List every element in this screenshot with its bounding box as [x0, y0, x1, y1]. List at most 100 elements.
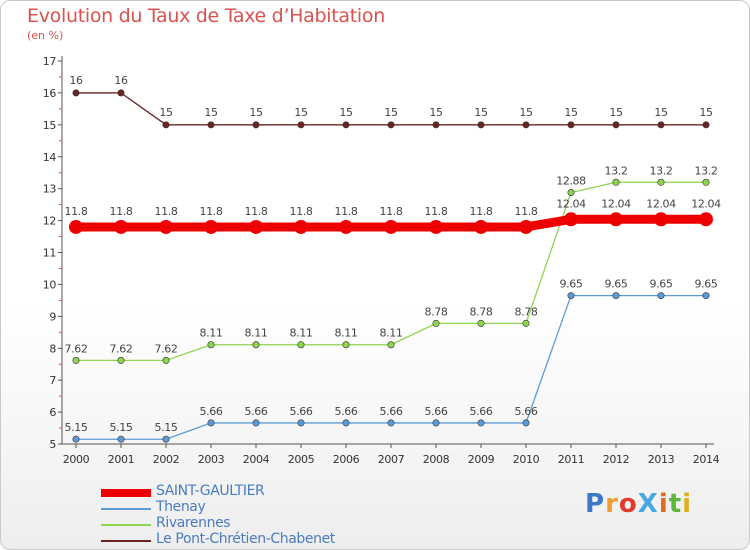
x-tick-label: 2001	[108, 453, 134, 466]
data-label: 5.15	[110, 421, 133, 434]
data-point	[429, 219, 443, 234]
data-label: 5.15	[155, 421, 178, 434]
data-point	[117, 356, 125, 364]
data-point	[117, 89, 125, 97]
data-label: 15	[294, 106, 308, 119]
proxiti-logo: ProXiti	[585, 489, 692, 519]
logo-letter: i	[658, 489, 669, 519]
y-tick-label: 12	[43, 215, 56, 228]
x-tick-label: 2003	[198, 453, 225, 466]
data-point	[567, 121, 575, 129]
data-label: 5.66	[515, 405, 538, 418]
logo-letter: i	[682, 489, 693, 519]
legend-swatch	[101, 508, 151, 510]
data-point	[432, 319, 440, 327]
data-point	[249, 219, 263, 234]
legend-label: SAINT-GAULTIER	[156, 483, 265, 499]
data-point	[699, 212, 713, 227]
data-point	[297, 341, 305, 349]
data-point	[522, 319, 530, 327]
data-label: 5.66	[380, 405, 403, 418]
x-tick-label: 2013	[648, 453, 675, 466]
data-point	[162, 356, 170, 364]
data-point	[654, 212, 668, 227]
data-label: 15	[159, 106, 173, 119]
data-point	[702, 121, 710, 129]
x-tick-label: 2006	[333, 453, 360, 466]
data-label: 11.8	[335, 205, 358, 218]
data-label: 15	[339, 106, 353, 119]
data-point	[432, 419, 440, 427]
data-point	[384, 219, 398, 234]
data-label: 11.8	[110, 205, 133, 218]
data-point	[564, 212, 578, 227]
data-label: 8.11	[200, 327, 223, 340]
legend-label: Thenay	[156, 499, 206, 515]
y-tick-label: 15	[43, 119, 57, 132]
legend-label: Rivarennes	[156, 515, 231, 531]
data-label: 7.62	[110, 342, 133, 355]
data-label: 15	[474, 106, 488, 119]
data-label: 8.78	[515, 305, 538, 318]
data-point	[342, 121, 350, 129]
x-tick-label: 2000	[63, 453, 90, 466]
logo-letter: t	[668, 489, 683, 519]
data-point	[342, 341, 350, 349]
data-point	[204, 219, 218, 234]
legend-label: Le Pont-Chrétien-Chabenet	[156, 531, 335, 547]
data-label: 11.8	[245, 205, 268, 218]
data-label: 15	[609, 106, 623, 119]
data-point	[207, 419, 215, 427]
chart-title: Evolution du Taux de Taxe d’Habitation	[27, 5, 385, 27]
x-tick-label: 2007	[378, 453, 405, 466]
data-point	[387, 419, 395, 427]
x-tick-label: 2005	[288, 453, 315, 466]
legend-swatch	[101, 489, 151, 497]
data-label: 15	[654, 106, 668, 119]
data-label: 5.66	[425, 405, 448, 418]
data-label: 11.8	[425, 205, 448, 218]
data-point	[522, 419, 530, 427]
y-tick-label: 7	[49, 374, 56, 387]
data-label: 8.11	[245, 327, 268, 340]
data-label: 15	[249, 106, 263, 119]
data-point	[297, 419, 305, 427]
logo-letter: P	[585, 489, 606, 519]
y-tick-label: 9	[49, 310, 56, 323]
data-label: 7.62	[155, 342, 178, 355]
data-label: 5.66	[200, 405, 223, 418]
data-point	[567, 292, 575, 300]
data-point	[159, 219, 173, 234]
data-point	[702, 292, 710, 300]
data-point	[612, 121, 620, 129]
x-tick-label: 2004	[243, 453, 270, 466]
y-tick-label: 14	[43, 151, 57, 164]
data-label: 15	[519, 106, 533, 119]
logo-letter: o	[618, 489, 638, 519]
x-tick-label: 2008	[423, 453, 450, 466]
data-label: 12.04	[691, 197, 721, 210]
chart-unit-label: (en %)	[27, 29, 64, 42]
data-point	[72, 435, 80, 443]
data-label: 16	[114, 74, 128, 87]
y-tick-label: 13	[43, 183, 57, 196]
y-tick-label: 10	[43, 278, 57, 291]
data-label: 11.8	[290, 205, 313, 218]
data-label: 5.66	[245, 405, 268, 418]
data-point	[342, 419, 350, 427]
logo-letter: r	[605, 489, 619, 519]
data-label: 13.2	[695, 164, 718, 177]
data-label: 8.11	[380, 327, 403, 340]
data-point	[609, 212, 623, 227]
data-label: 11.8	[470, 205, 493, 218]
data-point	[162, 121, 170, 129]
data-point	[69, 219, 83, 234]
x-tick-label: 2011	[558, 453, 584, 466]
data-label: 11.8	[155, 205, 178, 218]
data-point	[294, 219, 308, 234]
data-label: 9.65	[695, 278, 718, 291]
data-label: 16	[69, 74, 83, 87]
data-label: 15	[204, 106, 218, 119]
data-point	[114, 219, 128, 234]
